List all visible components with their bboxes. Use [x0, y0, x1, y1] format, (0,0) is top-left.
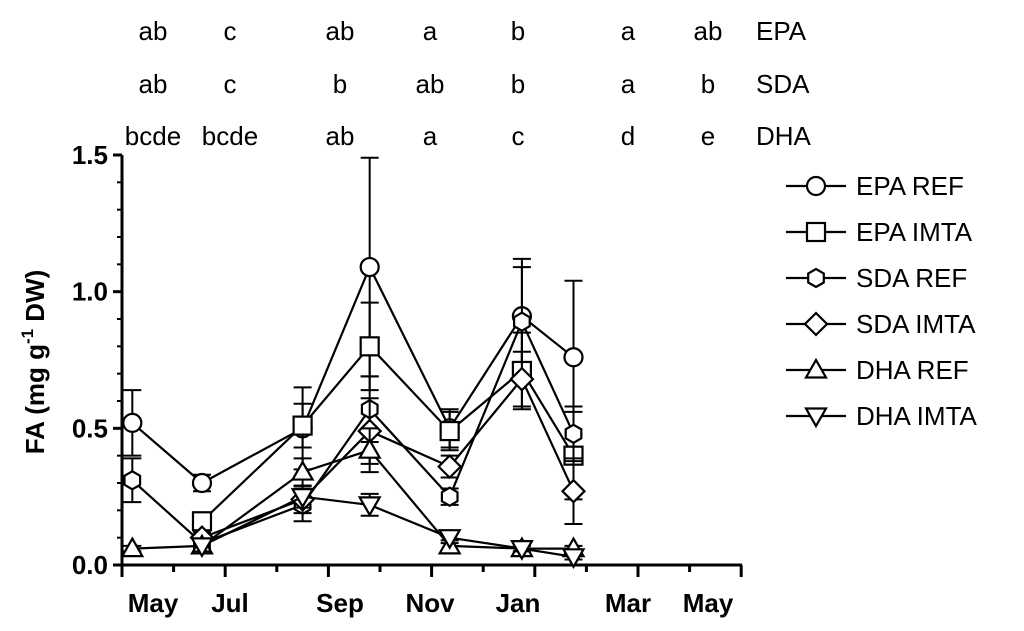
- data-point: [440, 486, 459, 507]
- significance-letter: d: [621, 121, 635, 151]
- y-tick-label: 1.0: [72, 277, 108, 307]
- significance-letter: a: [423, 121, 438, 151]
- data-point: [191, 472, 213, 494]
- significance-letter: c: [224, 16, 237, 46]
- data-point: [512, 311, 531, 332]
- legend-item-dha-ref: DHA REF: [786, 355, 969, 385]
- legend-marker: [807, 267, 825, 289]
- data-point: [290, 488, 315, 509]
- data-point: [563, 347, 584, 368]
- y-axis-title: FA (mg g-1 DW): [18, 270, 50, 455]
- significance-letter: ab: [416, 69, 445, 99]
- data-point: [561, 548, 586, 570]
- significance-letter: ab: [694, 16, 723, 46]
- x-tick-label: May: [128, 588, 179, 618]
- data-point: [122, 412, 143, 433]
- significance-letter: c: [512, 121, 525, 151]
- significance-letter: b: [701, 69, 715, 99]
- legend-item-sda-imta: SDA IMTA: [786, 309, 976, 339]
- legend-item-epa-ref: EPA REF: [786, 171, 964, 201]
- significance-letter: e: [701, 121, 715, 151]
- significance-letter: c: [224, 69, 237, 99]
- legend-marker: [805, 221, 827, 243]
- significance-letter: a: [621, 16, 636, 46]
- significance-row-label: SDA: [756, 69, 810, 99]
- data-point: [439, 420, 460, 442]
- significance-row-label: DHA: [756, 121, 812, 151]
- legend-label: DHA IMTA: [856, 401, 978, 431]
- legend-label: DHA REF: [856, 355, 969, 385]
- significance-letter: b: [511, 16, 525, 46]
- legend-item-dha-imta: DHA IMTA: [786, 401, 978, 431]
- data-point: [290, 459, 315, 481]
- data-point: [560, 478, 587, 504]
- significance-letter: ab: [139, 16, 168, 46]
- legend: EPA REF EPA IMTA SDA REF SDA IMTA DHA REF DHA…: [786, 171, 978, 431]
- legend-marker: [805, 175, 827, 197]
- y-axis-title-main: FA (mg g: [20, 344, 50, 454]
- legend-label: EPA IMTA: [856, 217, 973, 247]
- data-point: [359, 256, 380, 278]
- x-tick-label: Jan: [496, 588, 541, 618]
- significance-letter: a: [423, 16, 438, 46]
- series-line: [201, 377, 575, 539]
- legend-label: SDA IMTA: [856, 309, 976, 339]
- y-axis-title-superscript: -1: [18, 329, 37, 344]
- x-tick-label: Mar: [605, 588, 651, 618]
- x-tick-label: Jul: [211, 588, 249, 618]
- x-tick-label: Nov: [405, 588, 455, 618]
- data-point: [564, 423, 583, 445]
- significance-letter: ab: [139, 69, 168, 99]
- data-point: [292, 415, 313, 436]
- series-sda-imta: [189, 350, 587, 551]
- significance-letter: ab: [326, 121, 355, 151]
- data-point: [357, 496, 382, 518]
- significance-letter: a: [621, 69, 636, 99]
- legend-label: SDA REF: [856, 263, 967, 293]
- legend-marker: [804, 357, 828, 379]
- significance-letter: bcde: [125, 121, 181, 151]
- y-tick-label: 0.0: [72, 550, 108, 580]
- data-point: [190, 537, 214, 559]
- legend-label: EPA REF: [856, 171, 964, 201]
- data-point: [437, 454, 463, 480]
- data-point: [509, 366, 535, 392]
- data-point: [123, 470, 142, 491]
- series-layer: [120, 156, 587, 570]
- legend-marker: [804, 407, 828, 429]
- series-line: [131, 318, 575, 545]
- significance-letter: bcde: [202, 121, 258, 151]
- legend-item-sda-ref: SDA REF: [786, 263, 967, 293]
- significance-letter: b: [511, 69, 525, 99]
- legend-marker: [803, 311, 829, 337]
- data-point: [357, 437, 382, 459]
- significance-row-label: EPA: [756, 16, 807, 46]
- x-tick-label: May: [683, 588, 734, 618]
- series-epa-imta: [191, 301, 584, 532]
- data-point: [359, 336, 380, 357]
- data-point: [120, 536, 145, 558]
- data-point: [437, 529, 462, 550]
- significance-letter: b: [333, 69, 347, 99]
- y-axis-title-end: DW): [20, 270, 50, 329]
- axes: FA (mg g-1 DW) 0.0 0.5 1.0 1.5 May Jul Sep Nov J…: [18, 140, 743, 618]
- x-tick-label: Sep: [316, 588, 364, 618]
- significance-letter: ab: [326, 16, 355, 46]
- legend-item-epa-imta: EPA IMTA: [786, 217, 973, 247]
- series-dha-imta: [190, 484, 586, 570]
- series-line: [201, 344, 575, 523]
- series-line: [201, 495, 574, 558]
- series-line: [131, 264, 575, 485]
- y-tick-label: 0.5: [72, 413, 108, 443]
- data-point: [510, 539, 534, 561]
- y-tick-label: 1.5: [72, 140, 108, 170]
